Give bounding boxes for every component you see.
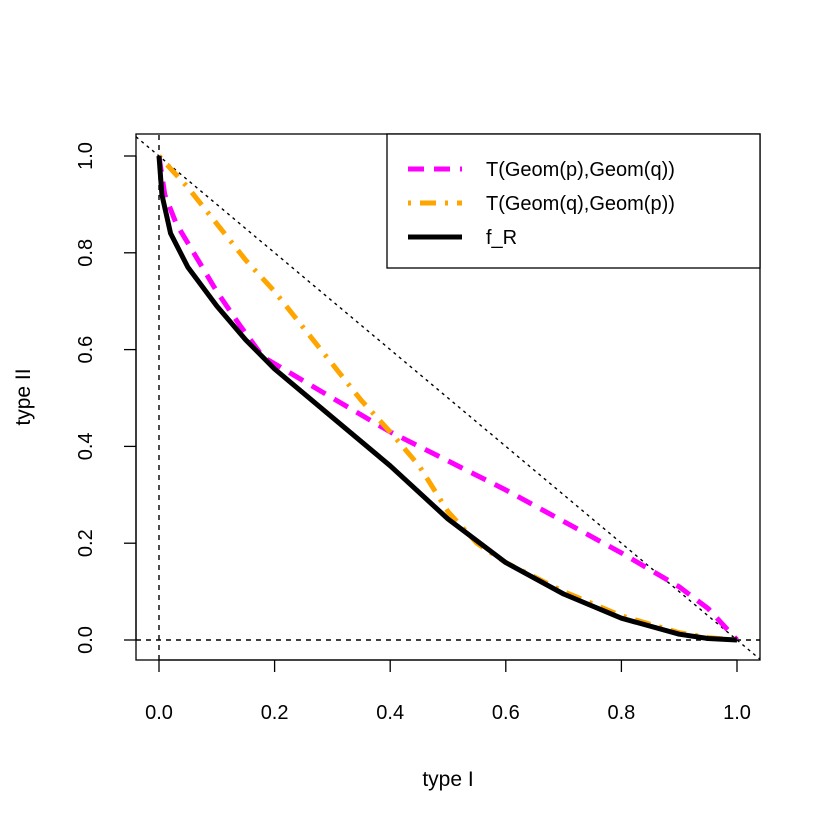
legend: T(Geom(p),Geom(q)) T(Geom(q),Geom(p)) f_R bbox=[386, 133, 761, 269]
x-tick-label: 0.6 bbox=[492, 702, 520, 724]
legend-label-2: T(Geom(q),Geom(p)) bbox=[486, 193, 675, 215]
x-tick-label: 0.4 bbox=[376, 702, 404, 724]
x-tick-label: 0.0 bbox=[145, 702, 173, 724]
x-axis-label: type I bbox=[422, 768, 473, 791]
x-tick-label: 0.8 bbox=[607, 702, 635, 724]
y-tick-label: 0.4 bbox=[75, 432, 97, 460]
y-axis: 0.0 0.2 0.4 0.6 0.8 1.0 bbox=[75, 142, 137, 654]
y-tick-label: 0.6 bbox=[75, 336, 97, 364]
y-tick-label: 0.2 bbox=[75, 529, 97, 557]
y-tick-label: 0.8 bbox=[75, 239, 97, 267]
reference-line-diagonal bbox=[135, 136, 761, 660]
x-tick-label: 1.0 bbox=[723, 702, 751, 724]
reference-lines bbox=[135, 134, 761, 660]
series-line-2 bbox=[157, 154, 738, 643]
y-tick-label: 0.0 bbox=[75, 626, 97, 654]
legend-label-3: f_R bbox=[486, 227, 517, 249]
legend-box bbox=[386, 133, 761, 269]
series-lines bbox=[156, 154, 739, 643]
y-axis-label: type II bbox=[12, 368, 35, 425]
series-line-1 bbox=[156, 155, 739, 642]
x-tick-label: 0.2 bbox=[261, 702, 289, 724]
x-axis: 0.0 0.2 0.4 0.6 0.8 1.0 bbox=[145, 659, 751, 724]
series-line-3 bbox=[156, 155, 738, 643]
y-tick-label: 1.0 bbox=[75, 142, 97, 170]
legend-label-1: T(Geom(p),Geom(q)) bbox=[486, 159, 675, 181]
